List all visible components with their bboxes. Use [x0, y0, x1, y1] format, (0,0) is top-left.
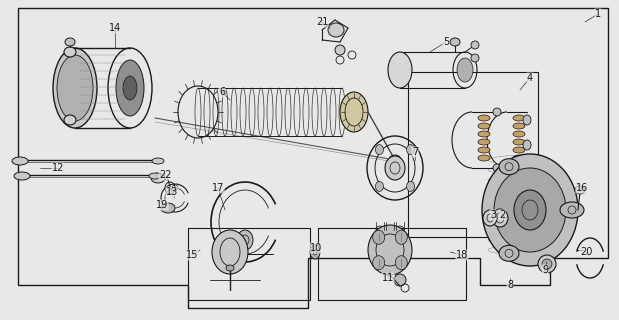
Ellipse shape — [373, 230, 384, 244]
Ellipse shape — [560, 202, 584, 218]
Text: 5: 5 — [443, 37, 449, 47]
Ellipse shape — [396, 230, 407, 244]
Text: 22: 22 — [158, 170, 171, 180]
Ellipse shape — [478, 147, 490, 153]
Text: 7: 7 — [412, 147, 418, 157]
Ellipse shape — [376, 181, 383, 191]
Text: 4: 4 — [527, 73, 533, 83]
Ellipse shape — [478, 123, 490, 129]
Ellipse shape — [575, 186, 585, 194]
Ellipse shape — [396, 256, 407, 270]
Ellipse shape — [368, 225, 412, 275]
Ellipse shape — [493, 164, 501, 172]
Text: 10: 10 — [310, 243, 322, 253]
Ellipse shape — [478, 139, 490, 145]
Ellipse shape — [513, 155, 525, 161]
Ellipse shape — [14, 172, 30, 180]
Bar — [188, 228, 310, 300]
Ellipse shape — [152, 158, 164, 164]
Text: 11: 11 — [382, 273, 394, 283]
Ellipse shape — [478, 131, 490, 137]
Ellipse shape — [494, 168, 566, 252]
Text: 3: 3 — [490, 210, 496, 220]
Ellipse shape — [376, 145, 383, 155]
Text: 18: 18 — [456, 250, 468, 260]
Ellipse shape — [513, 115, 525, 121]
Ellipse shape — [149, 173, 161, 179]
Ellipse shape — [523, 155, 531, 165]
Ellipse shape — [226, 265, 234, 271]
Ellipse shape — [492, 209, 508, 227]
Ellipse shape — [65, 38, 75, 46]
Ellipse shape — [116, 60, 144, 116]
Ellipse shape — [499, 245, 519, 261]
Text: 19: 19 — [156, 200, 168, 210]
Text: 15: 15 — [186, 250, 198, 260]
Text: 17: 17 — [212, 183, 224, 193]
Text: 2: 2 — [499, 210, 505, 220]
Ellipse shape — [161, 203, 175, 213]
Ellipse shape — [388, 52, 412, 88]
Text: 9: 9 — [542, 265, 548, 275]
Ellipse shape — [328, 23, 344, 37]
Ellipse shape — [478, 155, 490, 161]
Ellipse shape — [482, 154, 578, 266]
Text: 13: 13 — [166, 187, 178, 197]
Ellipse shape — [407, 181, 415, 191]
Text: 6: 6 — [219, 87, 225, 97]
Ellipse shape — [407, 145, 415, 155]
Text: 12: 12 — [52, 163, 64, 173]
Ellipse shape — [57, 55, 93, 121]
Ellipse shape — [450, 38, 460, 46]
Ellipse shape — [542, 259, 552, 269]
Ellipse shape — [514, 190, 546, 230]
Ellipse shape — [310, 245, 320, 259]
Ellipse shape — [523, 115, 531, 125]
Ellipse shape — [389, 155, 401, 165]
Ellipse shape — [64, 47, 76, 57]
Ellipse shape — [151, 173, 165, 183]
Text: 16: 16 — [576, 183, 588, 193]
Bar — [318, 228, 466, 300]
Ellipse shape — [478, 115, 490, 121]
Ellipse shape — [513, 147, 525, 153]
Ellipse shape — [523, 140, 531, 150]
Ellipse shape — [499, 159, 519, 175]
Ellipse shape — [471, 54, 479, 62]
Ellipse shape — [373, 256, 384, 270]
Text: 20: 20 — [580, 247, 592, 257]
Ellipse shape — [335, 45, 345, 55]
Ellipse shape — [64, 115, 76, 125]
Text: 14: 14 — [109, 23, 121, 33]
Text: 1: 1 — [595, 9, 601, 19]
Text: 8: 8 — [507, 280, 513, 290]
Ellipse shape — [493, 108, 501, 116]
Ellipse shape — [12, 157, 28, 165]
Ellipse shape — [513, 123, 525, 129]
Ellipse shape — [123, 76, 137, 100]
Ellipse shape — [471, 41, 479, 49]
Ellipse shape — [394, 274, 406, 286]
Ellipse shape — [385, 156, 405, 180]
Ellipse shape — [513, 131, 525, 137]
Ellipse shape — [212, 230, 248, 274]
Ellipse shape — [513, 139, 525, 145]
Ellipse shape — [457, 58, 473, 82]
Text: 21: 21 — [316, 17, 328, 27]
Ellipse shape — [483, 210, 497, 226]
Bar — [408, 72, 538, 237]
Ellipse shape — [237, 230, 253, 250]
Ellipse shape — [53, 48, 97, 128]
Ellipse shape — [538, 255, 556, 273]
Ellipse shape — [340, 92, 368, 132]
